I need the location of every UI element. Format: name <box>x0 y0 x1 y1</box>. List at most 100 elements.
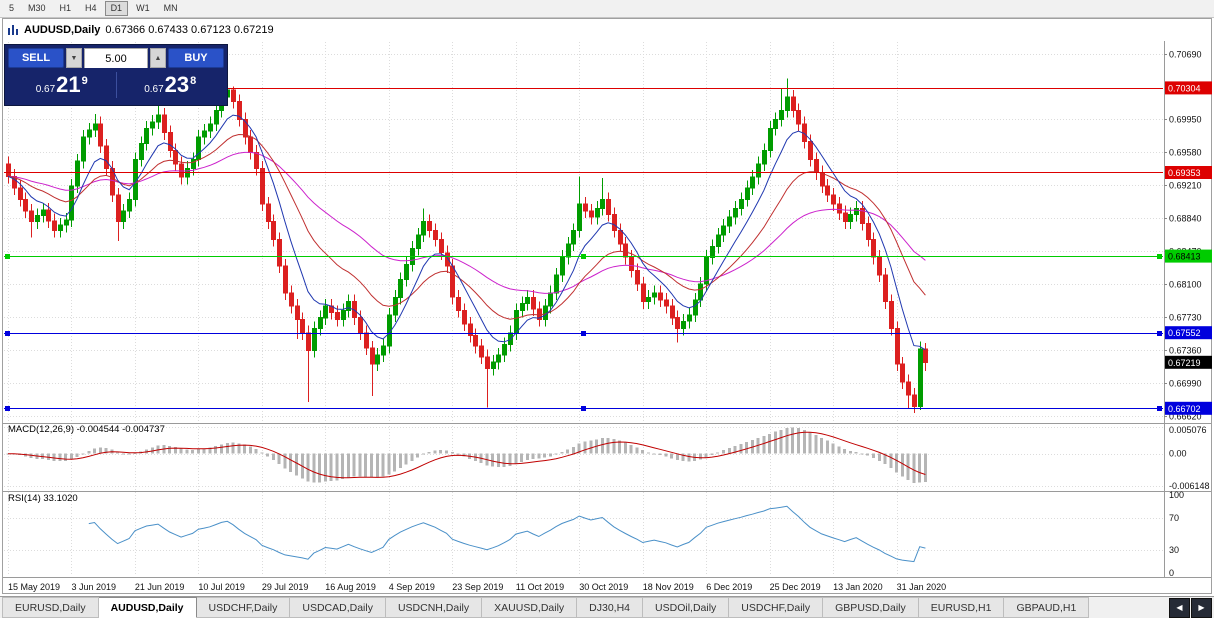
svg-text:16 Aug 2019: 16 Aug 2019 <box>325 582 376 592</box>
grid-layer <box>4 42 1163 574</box>
price-axis: 0.70690 0.69950 0.69580 0.69210 0.68840 0.684… <box>1164 50 1210 578</box>
svg-text:0.70690: 0.70690 <box>1169 50 1202 60</box>
ma-mid-line <box>7 133 926 320</box>
chart-tab-bar: EURUSD,Daily AUDUSD,Daily USDCHF,Daily USDC… <box>0 596 1214 618</box>
line-handle <box>5 331 10 336</box>
timeframe-button-h1[interactable]: H1 <box>59 3 72 13</box>
svg-text:0.70304: 0.70304 <box>1168 83 1201 93</box>
svg-text:-0.006148: -0.006148 <box>1169 481 1210 491</box>
tabs-scroll-left-button[interactable]: ◀ <box>1169 597 1190 618</box>
macd-signal-line <box>7 431 926 479</box>
rsi-line <box>88 505 926 563</box>
chart-ohlc-values: 0.67366 0.67433 0.67123 0.67219 <box>105 24 274 36</box>
tab-usdcad-daily[interactable]: USDCAD,Daily <box>290 597 386 618</box>
chart-symbol-title: AUDUSD,Daily <box>24 24 101 36</box>
chart-title-bar: AUDUSD,Daily 0.67366 0.67433 0.67123 0.6… <box>3 19 1211 41</box>
pane-separators <box>3 40 1211 578</box>
tabs-scroll-right-button[interactable]: ▶ <box>1191 597 1212 618</box>
timeframe-button-5[interactable]: 5 <box>9 3 15 13</box>
svg-text:10 Jul 2019: 10 Jul 2019 <box>198 582 245 592</box>
tab-usdcnh-daily[interactable]: USDCNH,Daily <box>385 597 483 618</box>
tab-eurusd-h1[interactable]: EURUSD,H1 <box>918 597 1005 618</box>
svg-text:30: 30 <box>1169 545 1179 555</box>
svg-text:18 Nov 2019: 18 Nov 2019 <box>643 582 694 592</box>
sell-price[interactable]: 0.67 21 9 <box>35 72 88 97</box>
timeframe-button-w1[interactable]: W1 <box>136 3 150 13</box>
svg-text:3 Jun 2019: 3 Jun 2019 <box>72 582 117 592</box>
svg-text:31 Jan 2020: 31 Jan 2020 <box>897 582 947 592</box>
svg-text:0.66990: 0.66990 <box>1169 379 1202 389</box>
tab-eurusd-daily[interactable]: EURUSD,Daily <box>2 597 99 618</box>
svg-text:0.68100: 0.68100 <box>1169 280 1202 290</box>
svg-text:4 Sep 2019: 4 Sep 2019 <box>389 582 435 592</box>
svg-text:15 May 2019: 15 May 2019 <box>8 582 60 592</box>
timeframe-button-m30[interactable]: M30 <box>28 3 46 13</box>
tab-gbpaud-h1[interactable]: GBPAUD,H1 <box>1004 597 1090 618</box>
price-divider <box>115 72 117 98</box>
ma-fast-line <box>7 114 926 351</box>
buy-button[interactable]: BUY <box>168 48 224 68</box>
axis-badge-0.66702: 0.66702 <box>1165 401 1212 415</box>
rsi-label: RSI(14) 33.1020 <box>8 493 78 504</box>
svg-text:29 Jul 2019: 29 Jul 2019 <box>262 582 309 592</box>
svg-text:0.67730: 0.67730 <box>1169 313 1202 323</box>
macd-label: MACD(12,26,9) -0.004544 -0.004737 <box>8 424 165 435</box>
line-handle <box>1157 406 1162 411</box>
axis-badge-0.68413: 0.68413 <box>1165 249 1212 263</box>
svg-text:0.67552: 0.67552 <box>1168 328 1201 338</box>
tab-usdchf-daily[interactable]: USDCHF,Daily <box>196 597 291 618</box>
chart-frame <box>2 18 1212 594</box>
hline-0.67552[interactable] <box>4 331 1163 336</box>
svg-text:0: 0 <box>1169 568 1174 578</box>
axis-badge-0.70304: 0.70304 <box>1165 81 1212 95</box>
timeframe-button-h4[interactable]: H4 <box>85 3 97 13</box>
svg-text:6 Dec 2019: 6 Dec 2019 <box>706 582 752 592</box>
line-handle <box>1157 331 1162 336</box>
macd-histogram <box>6 427 927 483</box>
svg-text:13 Jan 2020: 13 Jan 2020 <box>833 582 883 592</box>
timeframe-button-mn[interactable]: MN <box>163 3 178 13</box>
time-axis: 15 May 2019 3 Jun 2019 21 Jun 2019 10 Jul 2… <box>8 582 946 592</box>
line-handle <box>5 254 10 259</box>
one-click-price-row: 0.67 21 9 0.67 23 8 <box>8 68 224 102</box>
volume-decrement-icon[interactable]: ▼ <box>66 48 82 68</box>
volume-input[interactable] <box>85 50 147 68</box>
svg-text:0.69210: 0.69210 <box>1169 181 1202 191</box>
svg-text:0.67219: 0.67219 <box>1168 358 1201 368</box>
axis-badge-0.67552: 0.67552 <box>1165 326 1212 340</box>
tab-usdoil-daily[interactable]: USDOil,Daily <box>643 597 730 618</box>
tab-gbpusd-daily[interactable]: GBPUSD,Daily <box>823 597 919 618</box>
svg-text:0.68413: 0.68413 <box>1168 252 1201 262</box>
timeframe-toolbar: 5 M30 H1 H4 D1 W1 MN <box>0 0 1214 18</box>
hline-0.66702[interactable] <box>4 406 1163 411</box>
svg-text:0.69353: 0.69353 <box>1168 168 1201 178</box>
line-handle <box>581 406 586 411</box>
svg-text:23 Sep 2019: 23 Sep 2019 <box>452 582 503 592</box>
svg-text:0.69950: 0.69950 <box>1169 115 1202 125</box>
one-click-trading-panel: SELL ▼ ▲ BUY 0.67 21 9 0.67 23 8 <box>4 44 228 106</box>
timeframe-button-d1[interactable]: D1 <box>104 1 129 16</box>
one-click-top-row: SELL ▼ ▲ BUY <box>8 48 224 68</box>
hline-0.68413[interactable] <box>4 254 1163 259</box>
chart-tabs: EURUSD,Daily AUDUSD,Daily USDCHF,Daily USDC… <box>0 597 1167 618</box>
svg-text:0.66702: 0.66702 <box>1168 404 1201 414</box>
volume-increment-icon[interactable]: ▲ <box>150 48 166 68</box>
svg-text:25 Dec 2019: 25 Dec 2019 <box>770 582 821 592</box>
tab-usdchf-daily[interactable]: USDCHF,Daily <box>729 597 824 618</box>
volume-field-wrap <box>84 48 148 68</box>
line-handle <box>581 331 586 336</box>
svg-text:0.66620: 0.66620 <box>1169 412 1202 422</box>
tab-xauusd-daily[interactable]: XAUUSD,Daily <box>482 597 578 618</box>
chart-icon <box>8 25 18 35</box>
buy-price[interactable]: 0.67 23 8 <box>144 72 197 97</box>
sell-button[interactable]: SELL <box>8 48 64 68</box>
svg-text:0.67360: 0.67360 <box>1169 346 1202 356</box>
svg-text:30 Oct 2019: 30 Oct 2019 <box>579 582 628 592</box>
tab-dj30-h4[interactable]: DJ30,H4 <box>577 597 644 618</box>
timeframe-buttons: 5 M30 H1 H4 D1 W1 MN <box>2 1 185 16</box>
tab-navigation: ◀ ▶ <box>1167 597 1214 618</box>
svg-text:11 Oct 2019: 11 Oct 2019 <box>516 582 564 592</box>
tab-audusd-daily[interactable]: AUDUSD,Daily <box>98 597 197 618</box>
